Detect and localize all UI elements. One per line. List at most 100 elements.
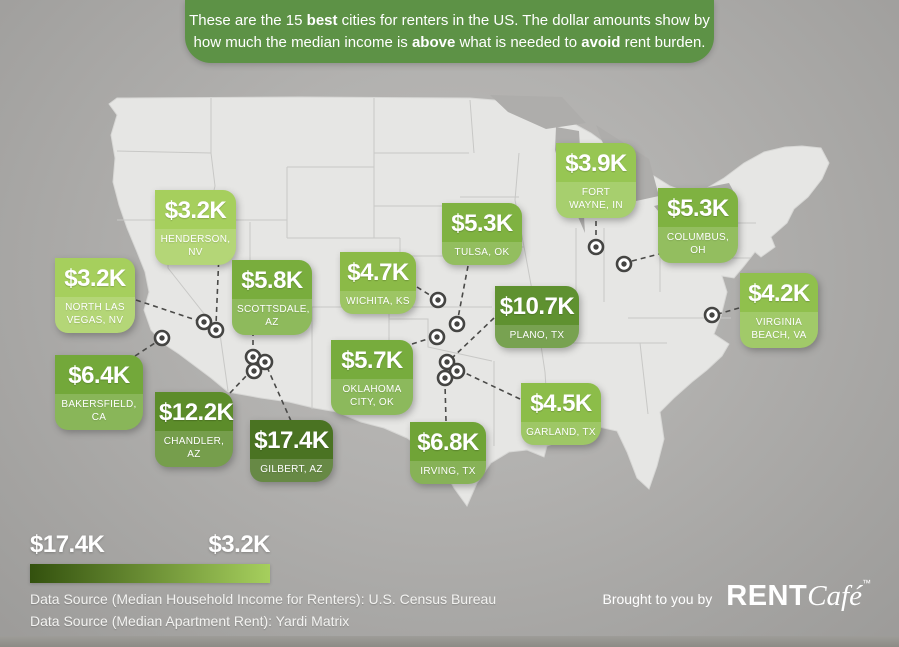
city-value: $6.4K: [68, 362, 130, 389]
city-name: FORT WAYNE, IN: [556, 182, 636, 218]
city-value: $3.2K: [64, 265, 126, 292]
title-text: cities for renters in the US. The dollar…: [337, 11, 710, 29]
city-marker-columbus-oh: [615, 255, 633, 273]
connector-line-columbus-oh: [627, 252, 664, 263]
title-banner: These are the 15 best cities for renters…: [185, 0, 714, 63]
city-value: $3.9K: [565, 150, 627, 177]
city-label-columbus-oh: $5.3K COLUMBUS, OH: [658, 188, 738, 263]
city-name: BAKERSFIELD, CA: [55, 394, 143, 430]
connector-line-wichita-ks: [416, 286, 434, 298]
city-value: $6.8K: [417, 429, 479, 456]
title-text: rent burden.: [620, 33, 706, 51]
lake-superior: [490, 95, 586, 129]
connector-line-tulsa-ok: [457, 265, 469, 319]
connector-line-irving-tx: [444, 383, 447, 422]
city-value: $5.7K: [341, 347, 403, 374]
city-marker-tulsa-ok: [448, 315, 466, 333]
city-value: $5.3K: [451, 210, 513, 237]
city-name: COLUMBUS, OH: [658, 227, 738, 263]
city-label-henderson-nv: $3.2K HENDERSON, NV: [155, 190, 236, 265]
city-value: $5.3K: [667, 195, 729, 222]
city-name: GILBERT, AZ: [250, 459, 333, 482]
city-marker-plano-tx: [438, 353, 456, 371]
city-value: $10.7K: [499, 293, 575, 320]
city-label-virginia-beach-va: $4.2K VIRGINIA BEACH, VA: [740, 273, 818, 348]
city-label-scottsdale-az: $5.8K SCOTTSDALE, AZ: [232, 260, 312, 335]
city-name: VIRGINIA BEACH, VA: [740, 312, 818, 348]
city-name: GARLAND, TX: [521, 422, 601, 445]
city-name: PLANO, TX: [495, 325, 579, 348]
city-marker-oklahoma-city-ok: [428, 328, 446, 346]
title-text: These are the 15: [189, 11, 307, 29]
legend-min-label: $3.2K: [208, 531, 270, 558]
city-value: $4.7K: [347, 259, 409, 286]
connector-line-garland-tx: [462, 371, 521, 400]
title-bold-word: above: [411, 33, 456, 51]
connector-line-chandler-az: [229, 372, 250, 394]
title-text: how much the median income is: [193, 33, 412, 51]
city-marker-henderson-nv: [207, 321, 225, 339]
city-value: $17.4K: [254, 427, 329, 454]
title-line-2: how much the median income is above what…: [185, 32, 714, 54]
city-label-garland-tx: $4.5K GARLAND, TX: [521, 383, 601, 445]
city-marker-irving-tx: [436, 369, 454, 387]
data-sources: Data Source (Median Household Income for…: [30, 588, 496, 632]
logo-trademark: ™: [862, 578, 871, 588]
connector-line-oklahoma-city-ok: [411, 337, 432, 345]
connector-line-henderson-nv: [215, 252, 220, 326]
city-marker-bakersfield-ca: [153, 329, 171, 347]
city-marker-gilbert-az: [256, 353, 274, 371]
connector-line-virginia-beach-va: [717, 307, 740, 315]
city-name: HENDERSON, NV: [155, 229, 236, 265]
city-name: CHANDLER, AZ: [155, 431, 233, 467]
city-value: $3.2K: [164, 197, 227, 224]
value-legend: $17.4K $3.2K: [30, 531, 270, 583]
logo-rent-text: RENT: [726, 580, 808, 612]
city-marker-garland-tx: [448, 362, 466, 380]
connector-line-gilbert-az: [266, 366, 292, 422]
city-value: $12.2K: [159, 399, 234, 426]
city-marker-north-las-vegas-nv: [195, 313, 213, 331]
city-value: $5.8K: [241, 267, 303, 294]
city-value: $4.2K: [748, 280, 810, 307]
city-marker-fort-wayne-in: [587, 238, 605, 256]
branding: Brought to you by RENTCafé™: [602, 578, 871, 613]
city-name: IRVING, TX: [410, 461, 486, 484]
city-label-wichita-ks: $4.7K WICHITA, KS: [340, 252, 416, 314]
city-name: OKLAHOMA CITY, OK: [331, 379, 413, 415]
data-source-line-1: Data Source (Median Household Income for…: [30, 591, 497, 607]
city-label-irving-tx: $6.8K IRVING, TX: [410, 422, 486, 484]
city-label-gilbert-az: $17.4K GILBERT, AZ: [250, 420, 333, 482]
city-label-tulsa-ok: $5.3K TULSA, OK: [442, 203, 522, 265]
logo-cafe-text: Café: [807, 580, 862, 612]
city-name: WICHITA, KS: [340, 291, 416, 314]
city-name: SCOTTSDALE, AZ: [232, 299, 312, 335]
data-source-line-2: Data Source (Median Apartment Rent): Yar…: [30, 613, 350, 629]
city-label-plano-tx: $10.7K PLANO, TX: [495, 286, 579, 348]
city-label-oklahoma-city-ok: $5.7K OKLAHOMA CITY, OK: [331, 340, 413, 415]
connector-line-plano-tx: [450, 317, 495, 360]
city-marker-chandler-az: [245, 362, 263, 380]
city-label-chandler-az: $12.2K CHANDLER, AZ: [155, 392, 234, 467]
city-marker-virginia-beach-va: [703, 306, 721, 324]
title-bold-word: best: [306, 11, 338, 29]
bottom-border-band: [0, 636, 899, 647]
city-label-fort-wayne-in: $3.9K FORT WAYNE, IN: [556, 143, 636, 218]
legend-gradient-bar: [30, 564, 270, 583]
city-label-bakersfield-ca: $6.4K BAKERSFIELD, CA: [55, 355, 143, 430]
connector-line-north-las-vegas-nv: [135, 299, 200, 322]
legend-max-label: $17.4K: [30, 531, 105, 558]
city-label-north-las-vegas-nv: $3.2K NORTH LAS VEGAS, NV: [55, 258, 135, 333]
brought-to-you-by-text: Brought to you by: [602, 590, 713, 607]
us-map-outline: [108, 96, 830, 508]
city-name: NORTH LAS VEGAS, NV: [55, 297, 135, 333]
connector-line-bakersfield-ca: [134, 340, 159, 357]
city-name: TULSA, OK: [442, 242, 522, 265]
title-line-1: These are the 15 best cities for renters…: [185, 10, 714, 32]
city-value: $4.5K: [530, 390, 592, 417]
rentcafe-logo: RENTCafé™: [726, 578, 871, 613]
title-text: what is needed to: [455, 33, 582, 51]
title-bold-word: avoid: [581, 33, 621, 51]
